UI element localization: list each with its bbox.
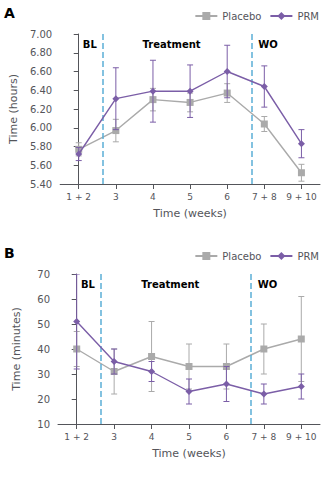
svg-text:Treatment: Treatment xyxy=(141,279,199,290)
svg-text:4: 4 xyxy=(149,432,155,442)
svg-text:5: 5 xyxy=(186,432,192,442)
svg-text:Placebo: Placebo xyxy=(222,251,261,262)
svg-text:WO: WO xyxy=(258,279,278,290)
svg-text:70: 70 xyxy=(37,269,50,280)
svg-text:BL: BL xyxy=(83,39,98,50)
svg-text:A: A xyxy=(4,5,15,21)
svg-text:PRM: PRM xyxy=(297,11,319,22)
svg-text:B: B xyxy=(4,245,15,261)
svg-text:4: 4 xyxy=(150,192,156,202)
svg-text:WO: WO xyxy=(258,39,278,50)
svg-text:Treatment: Treatment xyxy=(142,39,200,50)
svg-text:60: 60 xyxy=(37,294,50,305)
svg-text:7.00: 7.00 xyxy=(30,29,52,40)
svg-text:6.60: 6.60 xyxy=(30,66,52,77)
svg-text:BL: BL xyxy=(81,279,96,290)
svg-text:1 + 2: 1 + 2 xyxy=(66,192,91,202)
svg-text:Time (hours): Time (hours) xyxy=(7,74,20,145)
svg-text:Time (minutes): Time (minutes) xyxy=(10,307,23,392)
svg-text:7 + 8: 7 + 8 xyxy=(251,432,276,442)
svg-text:6.20: 6.20 xyxy=(30,104,52,115)
svg-text:6: 6 xyxy=(224,432,230,442)
svg-text:5.80: 5.80 xyxy=(30,141,52,152)
svg-text:Placebo: Placebo xyxy=(222,11,261,22)
svg-text:Time (weeks): Time (weeks) xyxy=(152,207,227,220)
svg-text:7 + 8: 7 + 8 xyxy=(252,192,277,202)
svg-text:1 + 2: 1 + 2 xyxy=(64,432,89,442)
svg-text:Time (weeks): Time (weeks) xyxy=(151,447,226,460)
svg-text:5: 5 xyxy=(187,192,193,202)
svg-text:PRM: PRM xyxy=(297,251,319,262)
svg-text:30: 30 xyxy=(37,369,50,380)
svg-text:3: 3 xyxy=(113,192,119,202)
svg-text:6.00: 6.00 xyxy=(30,122,52,133)
svg-text:9 + 10: 9 + 10 xyxy=(286,192,317,202)
svg-text:5.60: 5.60 xyxy=(30,160,52,171)
svg-text:40: 40 xyxy=(37,344,50,355)
svg-text:5.40: 5.40 xyxy=(30,179,52,190)
svg-text:20: 20 xyxy=(37,394,50,405)
svg-text:10: 10 xyxy=(37,419,50,430)
svg-text:9 + 10: 9 + 10 xyxy=(286,432,317,442)
svg-text:6: 6 xyxy=(224,192,230,202)
svg-text:50: 50 xyxy=(37,319,50,330)
svg-text:6.40: 6.40 xyxy=(30,85,52,96)
svg-text:3: 3 xyxy=(111,432,117,442)
svg-text:6.80: 6.80 xyxy=(30,47,52,58)
